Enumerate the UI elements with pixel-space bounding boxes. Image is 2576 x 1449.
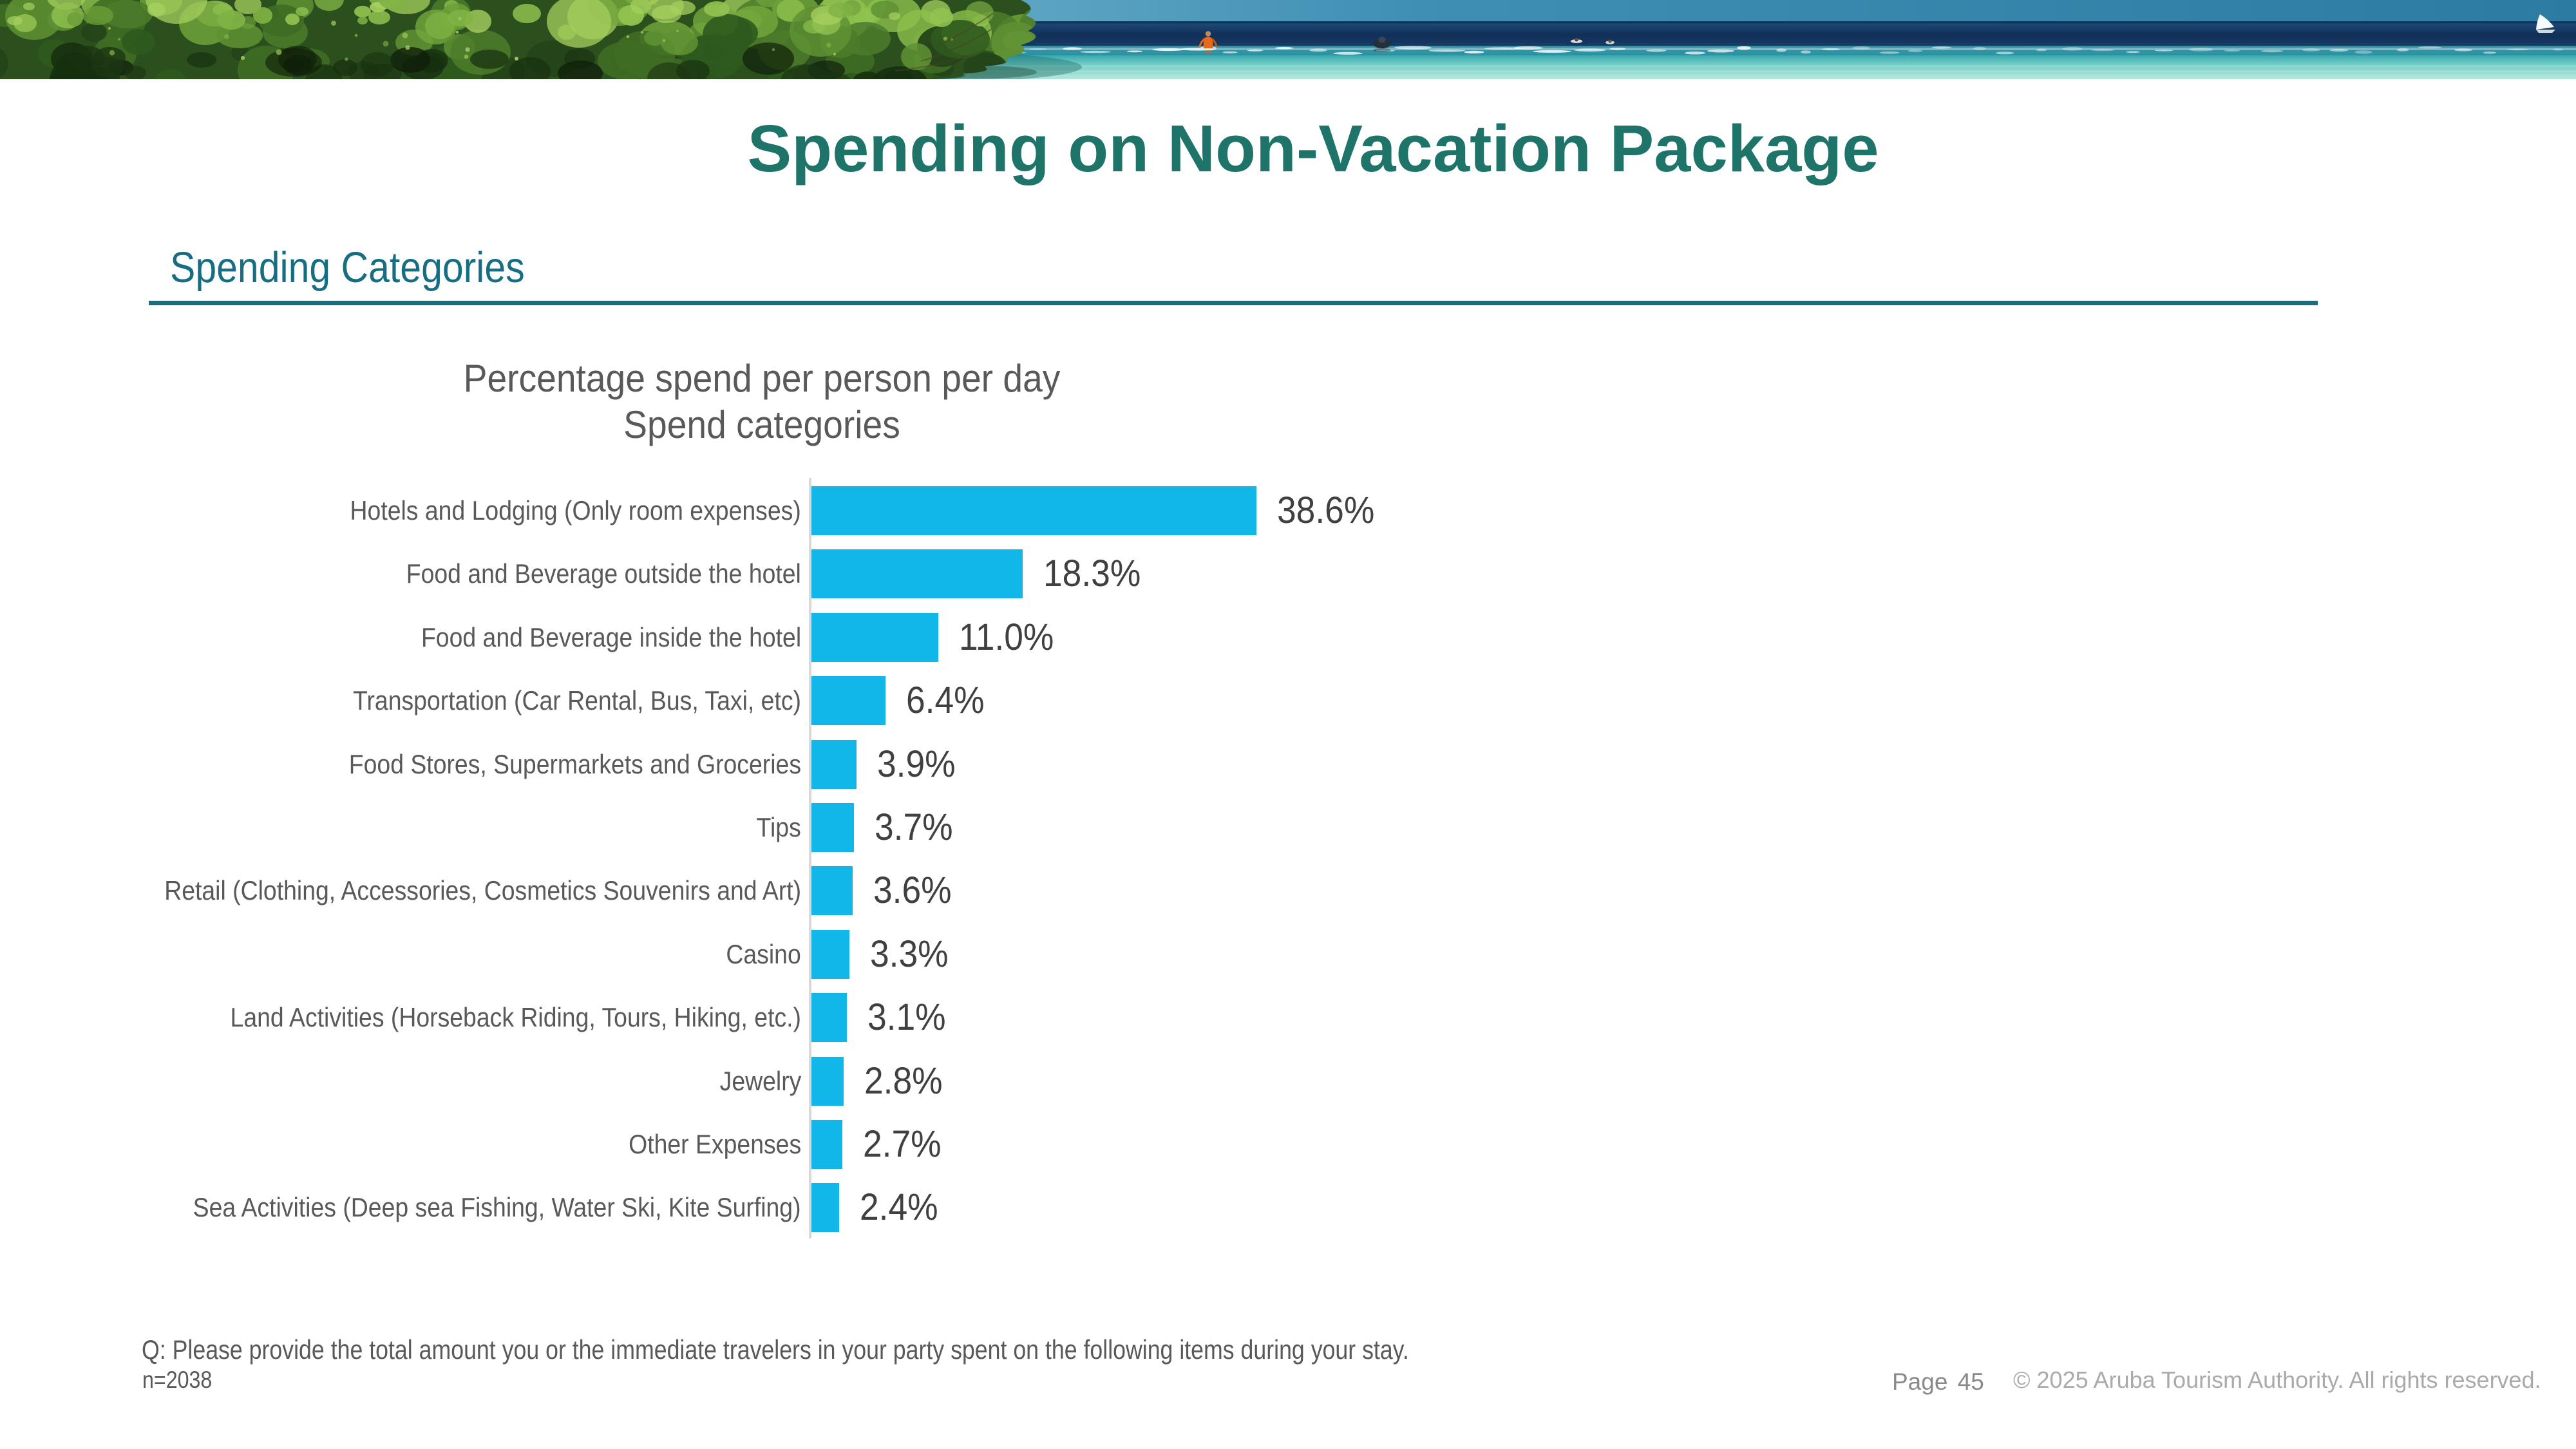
copyright-notice: © 2025 Aruba Tourism Authority. All righ…	[2013, 1367, 2541, 1393]
sailboat	[2536, 14, 2555, 33]
value-label: 3.1%	[867, 996, 947, 1039]
category-label: Retail (Clothing, Accessories, Cosmetics…	[164, 875, 801, 906]
value-label: 18.3%	[1043, 553, 1141, 595]
value-label: 3.6%	[873, 869, 952, 912]
chart-title: Percentage spend per person per day Spen…	[464, 355, 1061, 448]
bar	[811, 1183, 839, 1233]
chart-axis-line	[809, 478, 811, 1238]
category-label: Tips	[756, 812, 801, 842]
footnote-question: Q: Please provide the total amount you o…	[142, 1334, 1409, 1365]
category-label: Jewelry	[719, 1065, 801, 1096]
category-label: Food Stores, Supermarkets and Groceries	[348, 748, 801, 779]
value-label: 3.7%	[875, 806, 953, 848]
value-label: 2.8%	[864, 1059, 943, 1102]
banner-photo-svg	[0, 0, 2576, 79]
footnote-sample-size: n=2038	[142, 1367, 213, 1393]
category-label: Casino	[726, 938, 801, 969]
value-label: 3.9%	[876, 743, 956, 785]
slide-title: Spending on Non-Vacation Package	[747, 111, 1879, 185]
category-label: Other Expenses	[628, 1129, 801, 1159]
category-label: Hotels and Lodging (Only room expenses)	[350, 495, 801, 526]
value-label: 6.4%	[905, 679, 985, 722]
page-number: Page 45	[1892, 1368, 1984, 1395]
bar	[811, 486, 1256, 535]
bar	[811, 549, 1023, 599]
chart-title-line1: Percentage spend per person per day	[463, 357, 1061, 400]
section-heading-rule	[149, 301, 2318, 305]
category-label: Sea Activities (Deep sea Fishing, Water …	[193, 1192, 801, 1223]
person-in-water	[1198, 31, 1218, 54]
value-label: 38.6%	[1276, 489, 1375, 531]
category-label: Food and Beverage outside the hotel	[406, 558, 801, 589]
section-heading: Spending Categories	[170, 243, 525, 292]
value-label: 11.0%	[958, 616, 1054, 658]
value-label: 2.7%	[863, 1123, 942, 1165]
bar	[811, 866, 853, 916]
bar	[811, 612, 938, 662]
bar	[811, 739, 857, 789]
value-label: 2.4%	[859, 1186, 938, 1229]
bar	[811, 1120, 843, 1169]
bar	[811, 803, 855, 852]
chart-title-line2: Spend categories	[623, 403, 900, 446]
bar	[811, 1056, 844, 1106]
bar	[811, 929, 850, 979]
bar	[811, 993, 848, 1043]
swimmers	[1571, 37, 1615, 44]
value-label: 3.3%	[870, 933, 949, 975]
category-label: Transportation (Car Rental, Bus, Taxi, e…	[353, 685, 801, 716]
category-label: Land Activities (Horseback Riding, Tours…	[230, 1002, 801, 1033]
category-label: Food and Beverage inside the hotel	[421, 621, 801, 652]
banner-photo	[0, 0, 2576, 79]
bar	[811, 676, 886, 726]
small-boat	[1372, 37, 1392, 52]
